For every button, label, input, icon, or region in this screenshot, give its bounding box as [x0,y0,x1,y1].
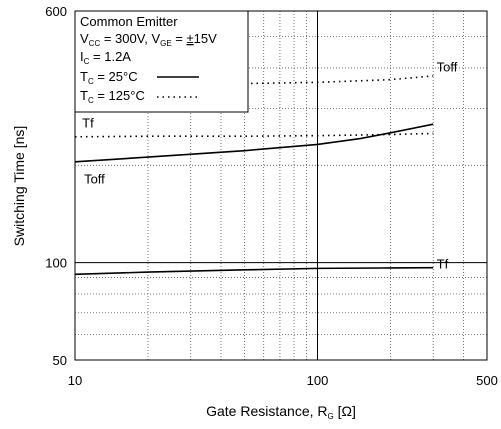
y-tick-label: 100 [45,256,67,271]
plot-frame [74,10,488,361]
legend-box [74,10,249,113]
x-tick-label: 500 [476,373,498,388]
series-line-tf-dotted [74,132,434,138]
series-annotation: Toff [437,60,458,75]
series-annotation: Toff [84,171,105,186]
x-tick-label: 100 [307,373,329,388]
tick-labels: 10 100 500 50 100 600 [45,4,498,388]
legend: Common Emitter VCC = 300V, VGE = ±15V IC… [74,10,249,113]
series-annotation: Tf [437,256,449,271]
legend-entry-25c: TC = 25°C [80,69,138,86]
series-annotation: Tf [82,115,94,130]
annotations: Toff Tf Toff Tf [82,60,458,272]
legend-conditions-current: IC = 1.2A [80,49,131,66]
y-axis-title: Switching Time [ns] [11,126,27,247]
legend-conditions-voltage: VCC = 300V, VGE = ±15V [80,31,217,48]
y-tick-label: 600 [45,4,67,19]
series-line-toff-solid [74,123,434,163]
series-line-tf-solid [74,266,434,276]
grid-major [75,11,487,360]
legend-entry-125c: TC = 125°C [80,88,145,105]
y-tick-label: 50 [53,353,67,368]
x-tick-label: 10 [68,373,82,388]
grid-minor [75,11,487,360]
x-axis-title: Gate Resistance, RG [Ω] [206,403,356,421]
legend-title: Common Emitter [80,14,178,29]
